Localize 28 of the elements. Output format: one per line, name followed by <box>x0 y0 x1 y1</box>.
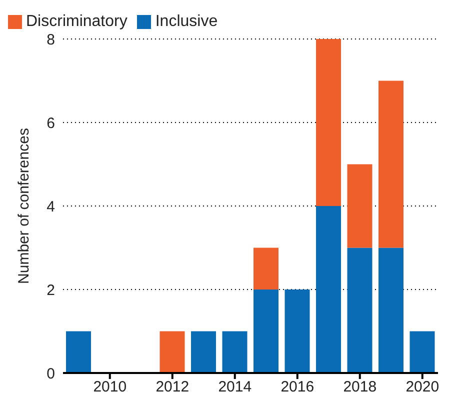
x-tick-label: 2014 <box>218 378 252 396</box>
bar <box>378 80 404 248</box>
y-tick-label: 2 <box>46 282 55 299</box>
legend-label: Inclusive <box>155 13 218 30</box>
bar <box>410 331 435 373</box>
bar <box>347 248 372 373</box>
bar <box>347 164 372 248</box>
bar <box>66 331 91 373</box>
y-axis-title: Number of conferences <box>15 128 32 284</box>
x-tick-label: 2018 <box>343 378 377 396</box>
x-tick-label: 2016 <box>280 378 314 396</box>
bar <box>191 331 216 373</box>
y-tick-label: 4 <box>46 198 55 216</box>
y-tick-label: 0 <box>46 365 55 382</box>
bar <box>254 290 278 373</box>
bar <box>160 331 185 373</box>
bar <box>316 206 341 373</box>
y-tick-label: 6 <box>46 114 55 132</box>
bar <box>378 248 404 373</box>
bar <box>222 331 248 373</box>
bar <box>316 39 341 206</box>
bar <box>284 290 310 373</box>
legend-label: Discriminatory <box>26 13 128 30</box>
y-tick-label: 8 <box>46 31 55 48</box>
x-tick-label: 2010 <box>93 378 127 396</box>
x-tick-label: 2020 <box>406 378 440 396</box>
x-tick-label: 2012 <box>156 378 190 396</box>
bar <box>254 248 278 290</box>
